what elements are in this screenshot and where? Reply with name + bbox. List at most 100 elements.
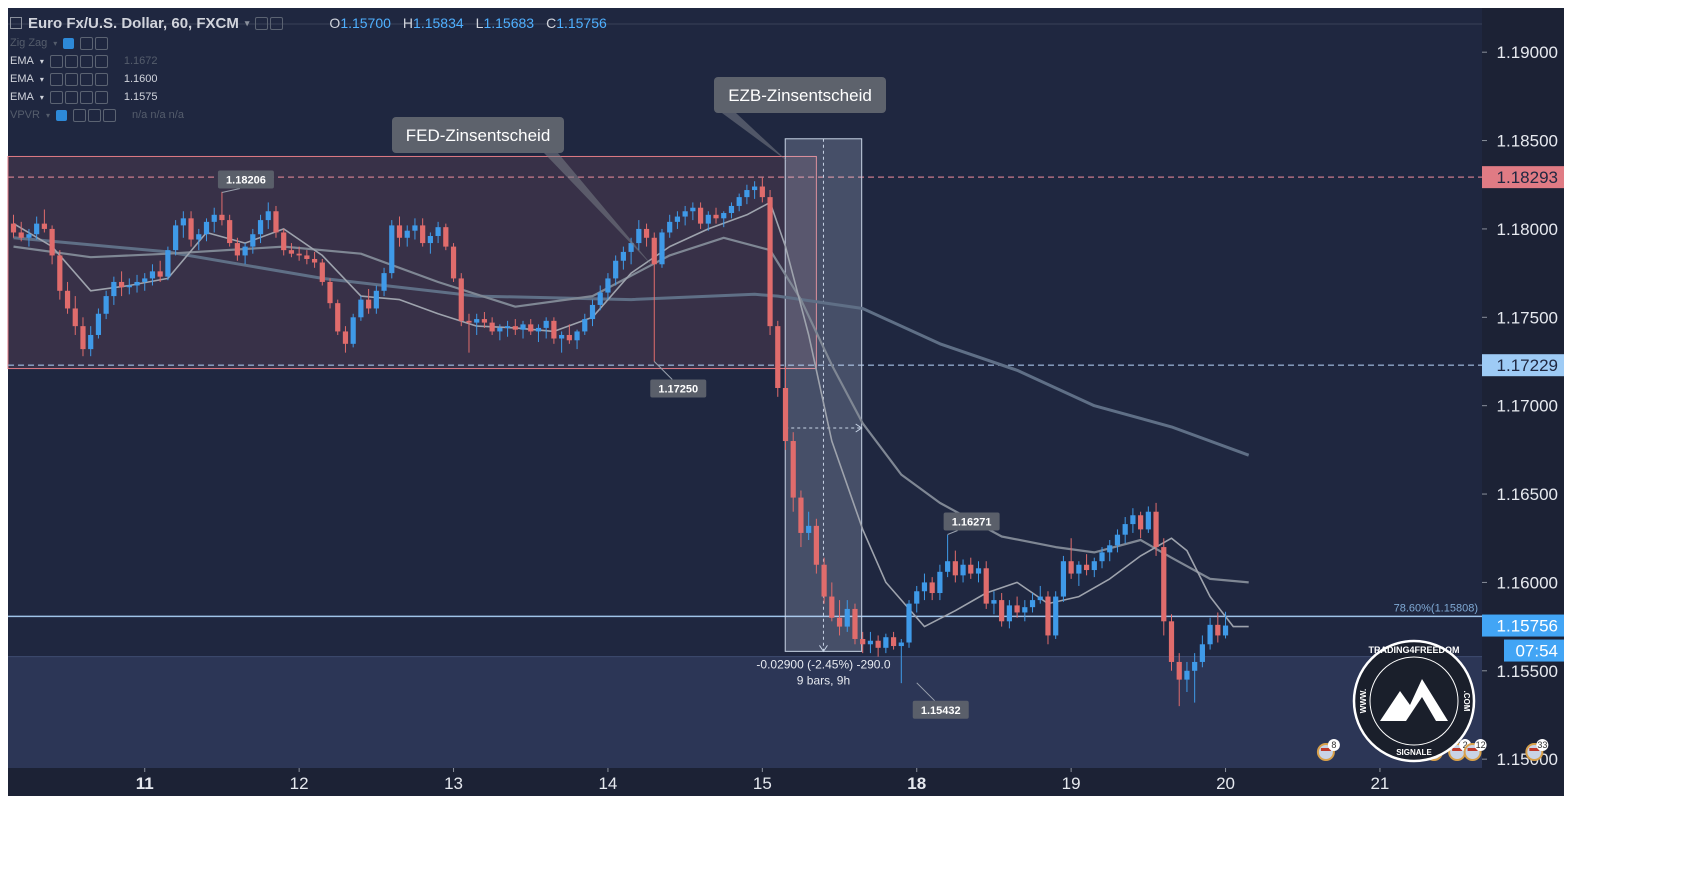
close-icon[interactable] (102, 108, 116, 122)
candle-body (173, 225, 179, 251)
candle-body (1138, 515, 1144, 530)
candle-body (134, 281, 140, 286)
candle-body (1045, 596, 1051, 636)
candle-body (1029, 600, 1036, 608)
close-icon[interactable] (94, 54, 108, 68)
measure-arrow-right (855, 423, 863, 433)
candle-body (512, 326, 518, 330)
resistance-price-tag (1482, 166, 1564, 189)
mountain-shadow (1406, 697, 1436, 721)
candle-body (651, 237, 657, 265)
logo-inner-ring (1369, 656, 1459, 746)
indicator-ema-3[interactable]: EMA ▾ 1.1575 (10, 90, 158, 104)
candle-body (1091, 561, 1097, 571)
candle-body (281, 232, 287, 251)
candle-body (883, 637, 889, 648)
candle-body (921, 582, 928, 592)
event-badge (1536, 739, 1549, 751)
candle-body (991, 600, 997, 604)
symbol-title[interactable]: Euro Fx/U.S. Dollar, 60, FXCM (28, 14, 239, 32)
plus-icon[interactable] (79, 54, 93, 68)
swing-label-text: 1.16271 (952, 517, 992, 529)
close-icon[interactable] (94, 72, 108, 86)
ytick-label: 1.16000 (1497, 573, 1558, 592)
settings-icon[interactable] (80, 36, 94, 50)
header-controls[interactable] (255, 16, 284, 30)
open-value: 1.15700 (340, 15, 391, 31)
swing-connector (221, 188, 241, 194)
candle-body (296, 253, 302, 256)
candle-body (427, 236, 433, 244)
chevron-down-icon[interactable]: ▾ (244, 17, 250, 28)
candle-body (466, 320, 472, 323)
settings-icon[interactable] (64, 72, 78, 86)
xtick-label: 15 (753, 774, 772, 793)
xtick-label: 21 (1370, 774, 1389, 793)
candle-body (72, 308, 78, 327)
mountain-icon (1380, 679, 1448, 721)
eye-icon[interactable] (63, 37, 75, 49)
high-value: 1.15834 (413, 15, 464, 31)
settings-icon[interactable] (72, 108, 86, 122)
indicator-ema-2[interactable]: EMA ▾ 1.1600 (10, 72, 158, 86)
candle-body (335, 303, 341, 332)
candle-body (504, 326, 511, 328)
candle-body (149, 271, 156, 279)
plus-icon[interactable] (79, 72, 93, 86)
candle-body (667, 221, 673, 233)
candle-body (613, 260, 619, 279)
candle-body (342, 331, 349, 344)
callout-box (714, 77, 886, 113)
candle-body (420, 225, 426, 244)
candle-body (914, 591, 920, 604)
candle-body (18, 232, 24, 238)
ytick-label: 1.17500 (1497, 308, 1558, 327)
candle-body (659, 232, 665, 265)
candle-body (806, 525, 812, 533)
candle-body (821, 564, 827, 597)
candle-body (1161, 547, 1167, 622)
lower-zone-shade (8, 656, 1482, 768)
plus-icon[interactable] (87, 108, 101, 122)
plus-icon[interactable] (79, 90, 93, 104)
candle-body (95, 313, 102, 335)
candle-body (860, 638, 866, 645)
support-price-tag (1482, 354, 1564, 377)
candle-body (890, 637, 897, 647)
eye-icon[interactable] (49, 54, 63, 68)
eye-icon[interactable] (255, 16, 269, 30)
candle-body (589, 304, 596, 320)
candle-body (49, 228, 55, 256)
candle-body (219, 214, 225, 221)
candle-body (752, 186, 758, 191)
settings-icon[interactable] (64, 54, 78, 68)
candle-body (960, 564, 966, 576)
swing-label-text: 1.17250 (658, 383, 698, 395)
candle-body (1068, 561, 1074, 574)
candle-body (196, 234, 202, 240)
indicator-ema-1[interactable]: EMA ▾ 1.1672 (10, 54, 158, 68)
eye-icon[interactable] (49, 90, 63, 104)
candle-body (358, 299, 364, 318)
close-icon[interactable] (95, 36, 109, 50)
candle-body (88, 334, 94, 350)
candle-body (867, 640, 874, 645)
candle-body (690, 207, 696, 212)
indicator-vpvr[interactable]: VPVR ▾ n/a n/a n/a (10, 108, 184, 122)
xtick-label: 13 (444, 774, 463, 793)
settings-icon[interactable] (64, 90, 78, 104)
eye-icon[interactable] (49, 72, 63, 86)
collapse-icon[interactable] (10, 17, 22, 29)
close-icon[interactable] (94, 90, 108, 104)
settings-icon[interactable] (270, 16, 284, 30)
candle-body (304, 255, 310, 259)
eye-icon[interactable] (55, 109, 67, 121)
candle-body (1199, 644, 1205, 662)
event-badge-text: 8 (1331, 740, 1336, 750)
measure-arrow-down (819, 645, 828, 653)
candle-body (952, 561, 958, 576)
candle-body (489, 322, 495, 332)
indicator-zigzag[interactable]: Zig Zag ▾ (10, 34, 109, 52)
candle-body (118, 281, 125, 288)
